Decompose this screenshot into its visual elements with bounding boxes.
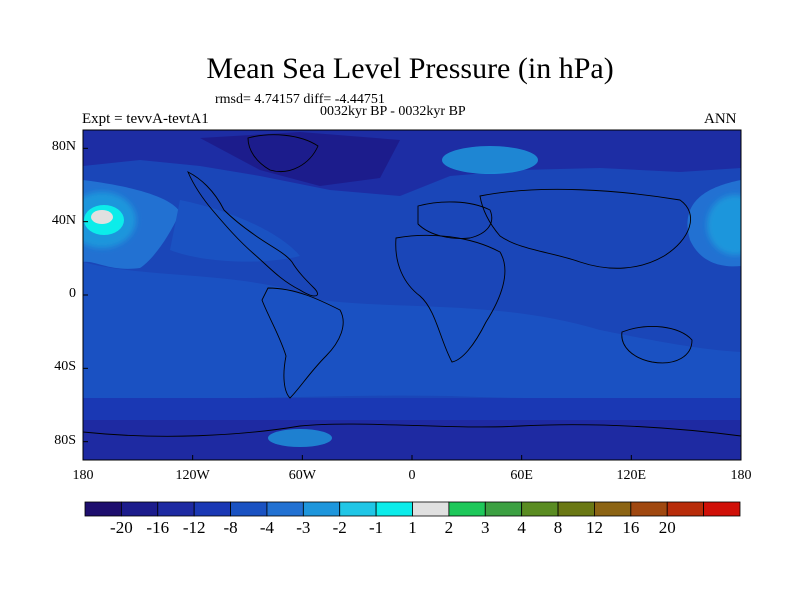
lon-tick-label: 120W: [175, 468, 210, 483]
west-pacific-high: [707, 195, 741, 255]
lat-tick-label: 80N: [51, 139, 76, 155]
colorbar-swatch: [339, 501, 377, 517]
coastlines: [83, 134, 741, 437]
lat-tick-label: 40S: [54, 359, 76, 375]
australia-coast: [621, 326, 693, 364]
colorbar-swatch: [230, 501, 268, 517]
north-america-coast: [187, 171, 318, 297]
colorbar-label: -1: [369, 518, 384, 537]
pressure-field: [83, 130, 741, 460]
lon-tick-label: 180: [730, 468, 752, 483]
colorbar-label: 3: [481, 518, 490, 537]
experiment-label: Expt = tevvA-tevtA1: [82, 111, 209, 127]
colorbar-swatch: [193, 501, 231, 517]
asia-coast: [479, 188, 691, 269]
colorbar-label: -12: [182, 518, 206, 537]
colorbar-swatch: [594, 501, 632, 517]
colorbar-label: 20: [658, 518, 676, 537]
colorbar-swatch: [448, 501, 486, 517]
colorbar-label: -2: [332, 518, 347, 537]
lon-tick-label: 60E: [510, 468, 533, 483]
antarctica-coast: [83, 423, 741, 437]
period-label: 0032kyr BP - 0032kyr BP: [320, 104, 466, 119]
colorbar: [84, 501, 741, 517]
colorbar-swatch: [484, 501, 523, 517]
colorbar-label: -8: [223, 518, 238, 537]
colorbar-swatch: [557, 501, 595, 517]
africa-coast: [395, 234, 506, 363]
aleutian-high-peak: [91, 210, 113, 224]
colorbar-label: 4: [517, 518, 526, 537]
southern-ocean-band: [83, 398, 741, 420]
lon-tick-label: 180: [72, 468, 94, 483]
colorbar-swatch: [84, 501, 122, 517]
colorbar-label: 2: [444, 518, 454, 537]
lat-tick-label: 0: [69, 286, 76, 301]
colorbar-swatch: [703, 501, 741, 517]
antarctic-band: [83, 420, 741, 460]
stats-label: rmsd= 4.74157 diff= -4.44751: [215, 92, 385, 107]
season-label: ANN: [704, 111, 737, 127]
colorbar-label: -3: [296, 518, 311, 537]
colorbar-label: -20: [110, 518, 133, 537]
colorbar-label: 12: [585, 518, 603, 537]
colorbar-swatch: [302, 501, 341, 517]
colorbar-label: -16: [146, 518, 170, 537]
lon-tick-label: 0: [408, 468, 416, 483]
greenland-low-region: [200, 132, 400, 186]
scandinavian-high: [442, 146, 538, 174]
colorbar-swatch: [266, 501, 304, 517]
chart-title: Mean Sea Level Pressure (in hPa): [206, 52, 614, 85]
axis-ticks: [82, 147, 742, 460]
colorbar-swatch: [157, 501, 195, 517]
colorbar-swatch: [375, 501, 413, 517]
lon-tick-label: 120E: [616, 468, 647, 483]
colorbar-swatch: [120, 501, 159, 517]
colorbar-swatch: [521, 501, 559, 517]
greenland-coast: [247, 134, 319, 172]
colorbar-swatch: [630, 501, 668, 517]
colorbar-label: 1: [408, 518, 417, 537]
colorbar-label: -4: [259, 518, 275, 537]
tropical-belt: [83, 262, 741, 400]
north-atlantic-region: [170, 200, 300, 262]
colorbar-swatch: [412, 501, 450, 517]
colorbar-swatch: [666, 501, 705, 517]
lat-tick-label: 40N: [51, 212, 76, 228]
antarctic-high: [268, 429, 332, 447]
colorbar-label: 8: [553, 518, 563, 537]
lat-tick-label: 80S: [54, 432, 76, 448]
south-america-coast: [261, 287, 344, 399]
colorbar-label: 16: [622, 518, 640, 537]
lon-tick-label: 60W: [288, 468, 316, 483]
europe-coast: [417, 201, 493, 239]
